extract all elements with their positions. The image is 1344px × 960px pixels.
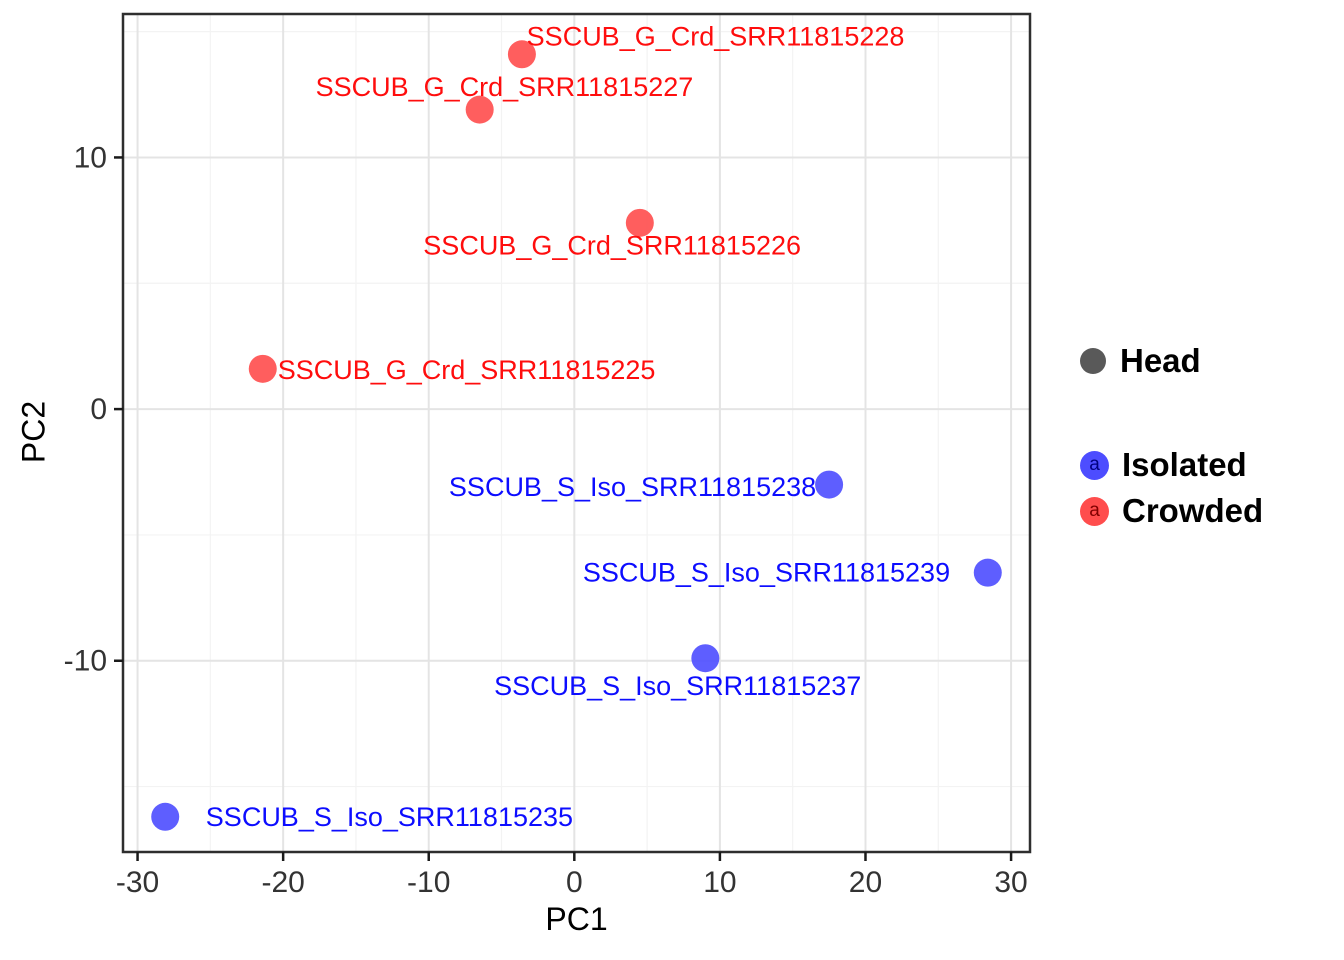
legend-entry-isolated: a Isolated	[1080, 446, 1263, 483]
legend-entry-label: Crowded	[1122, 492, 1264, 529]
legend-key-dot-icon: a	[1080, 496, 1109, 526]
x-tick-label: 0	[566, 866, 583, 899]
data-point-isolated	[973, 558, 1002, 587]
head-legend-dot-icon	[1080, 348, 1106, 374]
data-point-crowded	[625, 208, 654, 237]
legend-head-label: Head	[1120, 342, 1201, 379]
x-tick-label: -30	[116, 866, 159, 899]
y-tick-label: -10	[64, 645, 107, 678]
point-label: SSCUB_G_Crd_SRR11815226	[423, 231, 801, 261]
x-tick-label: -20	[261, 866, 304, 899]
point-label: SSCUB_G_Crd_SRR11815225	[278, 355, 656, 385]
x-axis-title: PC1	[545, 901, 608, 937]
legend-key-dot-icon: a	[1080, 450, 1109, 480]
x-tick-label: -10	[407, 866, 450, 899]
data-point-isolated	[151, 802, 180, 831]
y-tick-label: 0	[90, 393, 107, 426]
x-tick-label: 30	[994, 866, 1027, 899]
x-tick-label: 20	[849, 866, 882, 899]
point-label: SSCUB_G_Crd_SRR11815228	[527, 22, 905, 52]
data-point-isolated	[691, 644, 720, 673]
data-point-crowded	[507, 40, 536, 69]
y-tick-label: 10	[74, 141, 107, 174]
panel-border	[121, 12, 1032, 854]
data-point-isolated	[815, 470, 844, 499]
panel-background	[123, 14, 1030, 852]
point-label: SSCUB_S_Iso_SRR11815238	[449, 472, 816, 502]
data-point-crowded	[465, 95, 494, 124]
point-label: SSCUB_S_Iso_SRR11815239	[583, 558, 950, 588]
legend: Head a Isolated a Crowded	[1080, 342, 1264, 541]
data-point-crowded	[248, 354, 277, 383]
point-label: SSCUB_G_Crd_SRR11815227	[316, 72, 694, 102]
point-label: SSCUB_S_Iso_SRR11815237	[494, 671, 861, 701]
x-tick-label: 10	[703, 866, 736, 899]
legend-entry-crowded: a Crowded	[1080, 492, 1264, 529]
legend-entry-label: Isolated	[1122, 446, 1247, 483]
legend-entries: a Isolated a Crowded	[1080, 446, 1264, 529]
point-label: SSCUB_S_Iso_SRR11815235	[206, 802, 573, 832]
legend-head-row: Head	[1080, 342, 1263, 379]
y-axis-title: PC2	[15, 400, 52, 464]
